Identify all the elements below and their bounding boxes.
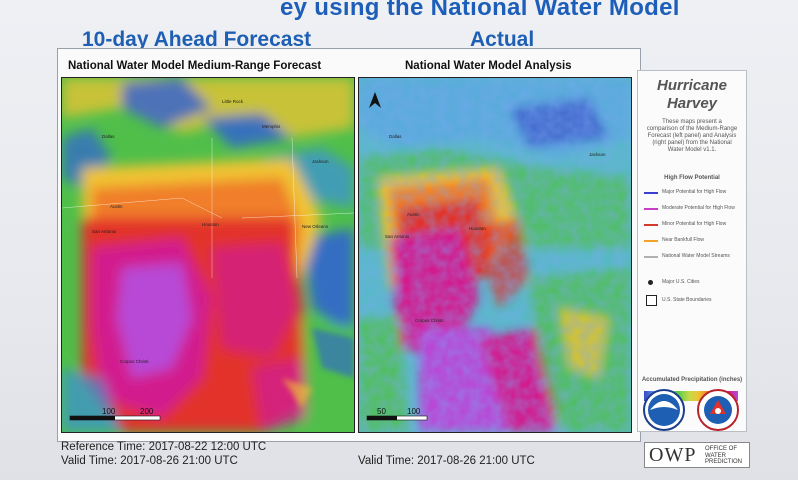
city-label: Memphis <box>262 124 281 129</box>
city-label: Jackson <box>312 159 329 164</box>
svg-text:50: 50 <box>377 407 386 416</box>
north-arrow-icon <box>369 92 381 108</box>
valid-time-right: Valid Time: 2017-08-26 21:00 UTC <box>358 455 535 467</box>
precip-colorbar <box>644 391 738 401</box>
valid-time-left: Valid Time: 2017-08-26 21:00 UTC <box>61 455 238 467</box>
reference-time: Reference Time: 2017-08-22 12:00 UTC <box>61 441 267 453</box>
scale-bar: 50 100 <box>366 407 428 421</box>
city-label: Austin <box>407 212 420 217</box>
legend-item-minor: Minor Potential for High Flow <box>644 221 744 233</box>
legend-item-major: Major Potential for High Flow <box>644 189 744 201</box>
analysis-panel-label: National Water Model Analysis <box>405 60 572 72</box>
actual-heading: Actual <box>470 28 535 51</box>
svg-text:100: 100 <box>102 407 116 416</box>
city-label: Austin <box>110 204 123 209</box>
owp-logo: OWP OFFICE OF WATER PREDICTION <box>644 442 750 468</box>
city-label: Jackson <box>589 152 606 157</box>
precip-heading: Accumulated Precipitation (inches) <box>641 377 743 383</box>
city-label: Little Rock <box>222 99 244 104</box>
svg-text:100: 100 <box>407 407 421 416</box>
legend-panel: Hurricane Harvey These maps present a co… <box>637 70 747 432</box>
nws-logo-icon <box>697 389 739 431</box>
city-label: Corpus Christi <box>120 359 149 364</box>
slide-title: ey using the National Water Model <box>280 0 680 20</box>
svg-text:200: 200 <box>140 407 154 416</box>
legend-item-bankfull: Near Bankfull Flow <box>644 237 744 249</box>
forecast-heading: 10-day Ahead Forecast <box>82 28 312 51</box>
forecast-map[interactable]: Corpus Christi San Antonio Austin Housto… <box>61 77 355 433</box>
state-boundary-icon <box>646 295 657 306</box>
forecast-panel-label: National Water Model Medium-Range Foreca… <box>68 60 322 72</box>
city-label: Houston <box>202 222 219 227</box>
legend-item-cities: Major U.S. Cities <box>644 279 744 291</box>
scale-bar: 100 200 <box>69 407 161 421</box>
legend-item-states: U.S. State Boundaries <box>644 295 744 309</box>
agency-logos <box>640 380 750 440</box>
legend-title: Hurricane Harvey <box>656 77 728 112</box>
legend-item-moderate: Moderate Potential for High Flow <box>644 205 744 217</box>
legend-description: These maps present a comparison of the M… <box>646 119 738 153</box>
city-label: San Antonio <box>385 234 410 239</box>
city-label: San Antonio <box>92 229 117 234</box>
city-label: Corpus Christi <box>415 318 444 323</box>
city-label: Houston <box>469 226 486 231</box>
city-label: Dallas <box>389 134 402 139</box>
city-dot-icon <box>648 280 653 285</box>
noaa-logo-icon <box>643 389 685 431</box>
city-label: New Orleans <box>302 224 329 229</box>
legend-item-streams: National Water Model Streams <box>644 253 744 265</box>
city-label: Dallas <box>102 134 115 139</box>
analysis-map[interactable]: Corpus Christi San Antonio Austin Housto… <box>358 77 632 433</box>
high-flow-heading: High Flow Potential <box>664 175 720 181</box>
